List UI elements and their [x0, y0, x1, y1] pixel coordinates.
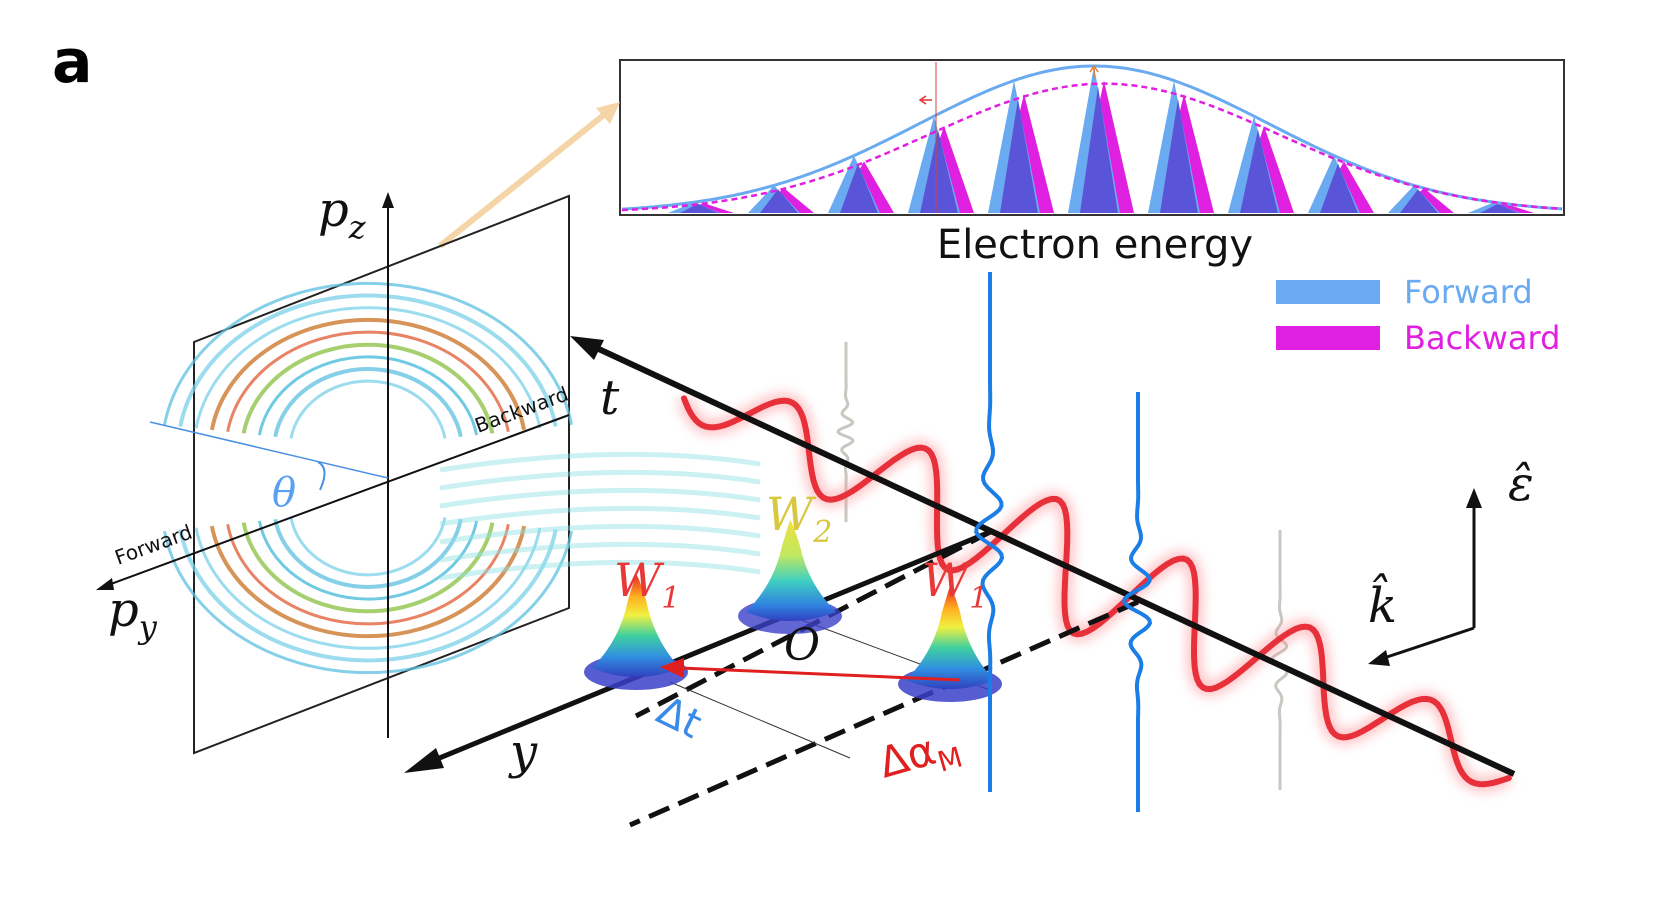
momentum-ring-upper — [241, 342, 495, 434]
t-axis — [586, 341, 1516, 777]
inset-top-arrow — [1089, 64, 1099, 78]
overlap-peak — [1480, 203, 1518, 213]
overlap-peak — [1240, 129, 1278, 213]
t-arrowhead — [570, 336, 604, 360]
k-axis — [1377, 626, 1475, 662]
overlap-peak — [1080, 86, 1118, 213]
legend-swatch-backward — [1276, 326, 1380, 350]
guide-thin-2 — [669, 681, 851, 759]
momentum-ring-lower — [289, 517, 447, 577]
detector-screen: θ pz py Forward Backward — [96, 182, 761, 755]
momentum-ring-lower — [163, 530, 573, 675]
wavepacket-w1-right — [898, 586, 1002, 702]
inset-pointer-arrowhead — [596, 102, 620, 124]
w1-right-label: W1 — [922, 553, 988, 616]
eps-arrowhead — [1466, 488, 1482, 508]
y-axis-label: y — [508, 724, 538, 780]
overlap-peak — [1160, 99, 1198, 213]
py-label: py — [108, 582, 158, 646]
dashed-guide-lower — [628, 599, 1140, 828]
momentum-ring-upper — [226, 330, 510, 432]
wavepacket-w1-left — [584, 574, 688, 690]
momentum-rings — [163, 281, 761, 675]
momentum-ring-lower — [241, 522, 495, 614]
momentum-ring-upper — [209, 317, 527, 431]
momentum-streak — [439, 541, 761, 563]
origin-label: O — [784, 620, 820, 671]
momentum-ring-upper — [289, 379, 447, 439]
py-axis — [99, 414, 570, 589]
momentum-ring-upper — [257, 355, 479, 436]
momentum-ring-upper — [194, 306, 542, 429]
shift-arrow — [679, 666, 961, 682]
momentum-streak — [439, 559, 761, 581]
inset-xlabel: Electron energy — [937, 222, 1253, 268]
momentum-ring-lower — [209, 525, 527, 639]
momentum-ring-upper — [178, 293, 558, 427]
inset-pointer-arrow — [438, 107, 612, 249]
momentum-ring-upper — [163, 281, 573, 426]
legend-swatch-forward — [1276, 280, 1380, 304]
w2-label: W2 — [766, 487, 832, 550]
eps-hat-label: ε̂ — [1508, 456, 1534, 512]
momentum-ring-lower — [273, 518, 463, 589]
k-arrowhead — [1368, 650, 1390, 666]
theta-line — [149, 421, 389, 479]
shift-arrowhead — [660, 658, 684, 678]
attosecond-pulse-1 — [974, 272, 1005, 792]
theta-label: θ — [272, 470, 296, 516]
overlap-peak — [920, 129, 958, 213]
overlap-peak — [1400, 189, 1438, 213]
t-axis-label: t — [600, 370, 620, 426]
laser-field — [681, 395, 1512, 788]
inset-chart: Electron energy — [619, 59, 1565, 268]
y-arrowhead — [404, 748, 444, 773]
w1-left-label: W1 — [614, 553, 680, 616]
momentum-ring-lower — [257, 520, 479, 601]
delta-alpha-label: ΔαM — [873, 718, 966, 794]
attosecond-pulse-2 — [1122, 392, 1153, 812]
overlap-peak — [680, 203, 718, 213]
backward-envelope — [621, 82, 1563, 212]
backward-axis-label: Backward — [472, 382, 572, 438]
theta-arc — [317, 461, 326, 491]
overlap-peak — [840, 163, 878, 213]
forward-axis-label: Forward — [112, 520, 196, 570]
momentum-streak — [439, 487, 761, 509]
legend-label-forward: Forward — [1404, 273, 1533, 311]
scene: t y O W1 W2 W1 Δt ΔαM k̂ ε̂ — [404, 272, 1534, 828]
overlap-peak — [1000, 99, 1038, 213]
overlap-peak — [1320, 163, 1358, 213]
inset-shift-arrow — [918, 95, 932, 105]
momentum-streak — [439, 505, 761, 527]
py-arrowhead — [96, 578, 114, 590]
overlap-peak — [760, 189, 798, 213]
pz-label: pz — [318, 182, 367, 246]
delta-t-label: Δt — [650, 688, 709, 748]
momentum-streak — [439, 469, 761, 491]
k-hat-label: k̂ — [1368, 573, 1397, 634]
screen-plane — [193, 194, 570, 755]
momentum-ring-upper — [273, 367, 463, 438]
momentum-ring-lower — [178, 529, 558, 663]
attosecond-pulses — [974, 272, 1153, 812]
y-axis — [419, 529, 991, 769]
inset-peaks — [668, 66, 1534, 214]
pz-arrowhead — [382, 192, 394, 208]
momentum-streak — [439, 523, 761, 545]
panel-label: a — [52, 27, 93, 97]
momentum-ring-lower — [194, 527, 542, 650]
momentum-streak — [439, 451, 761, 473]
momentum-ring-lower — [226, 524, 510, 626]
legend: Forward Backward — [1276, 273, 1560, 357]
wavepacket-w2 — [738, 520, 842, 634]
legend-label-backward: Backward — [1404, 319, 1560, 357]
